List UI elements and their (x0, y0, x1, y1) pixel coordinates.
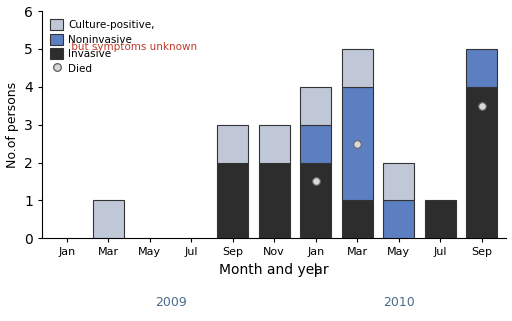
Bar (300, 162, 331, 238)
Bar (259, 125, 290, 162)
Text: 2009: 2009 (155, 297, 186, 309)
Bar (342, 49, 373, 87)
Legend: Culture-positive,, Noninvasive, Invasive, Died: Culture-positive,, Noninvasive, Invasive… (47, 16, 158, 77)
Bar (342, 200, 373, 238)
Bar (466, 87, 497, 238)
Bar (259, 162, 290, 238)
Bar (342, 87, 373, 200)
Bar (217, 125, 248, 162)
X-axis label: Month and year: Month and year (220, 263, 329, 277)
Bar (300, 125, 331, 162)
Bar (300, 87, 331, 125)
Bar (466, 49, 497, 87)
Y-axis label: No.of persons: No.of persons (6, 82, 18, 168)
Bar (424, 200, 456, 238)
Bar (93, 200, 124, 238)
Bar (383, 162, 414, 200)
Text: but symptoms unknown: but symptoms unknown (68, 42, 197, 52)
Bar (383, 200, 414, 238)
Bar (217, 162, 248, 238)
Text: 2010: 2010 (383, 297, 415, 309)
